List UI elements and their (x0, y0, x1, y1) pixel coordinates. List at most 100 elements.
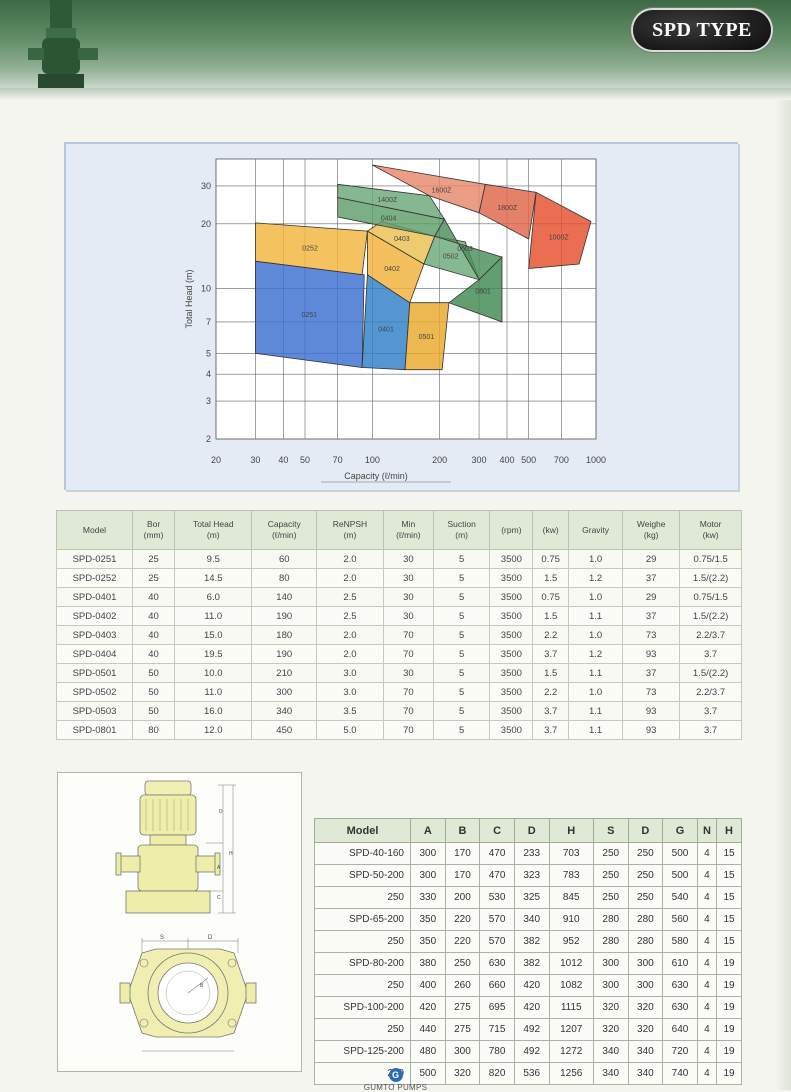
dimension-table-header-cell: B (444, 818, 481, 843)
dimension-table-cell: 952 (548, 930, 594, 953)
region-label-0402: 0402 (384, 266, 400, 273)
spec-table-cell: 37 (622, 663, 681, 683)
dimension-table-cell: 220 (444, 908, 481, 931)
spec-table-cell: 40 (132, 625, 176, 645)
x-tick-label: 30 (250, 455, 260, 465)
spec-table-cell: SPD-0252 (55, 568, 134, 588)
spec-table-cell: 2.0 (316, 625, 384, 645)
spec-table-cell: 3.7 (532, 720, 570, 740)
dimension-table-cell: 19 (716, 1018, 742, 1041)
spec-table-row: SPD-0403 40 15.0 180 2.0 70 5 3500 2.2 1.0 73 2.2/3… (55, 625, 742, 645)
drawing-label-s: S (160, 935, 164, 941)
header-banner: SPD TYPE (0, 0, 791, 90)
dimension-table-cell: 4 (696, 1018, 718, 1041)
dimension-table-cell: 4 (696, 1062, 718, 1085)
spec-table-cell: 19.5 (174, 644, 253, 664)
spec-table-cell: 5 (432, 701, 491, 721)
y-tick-label: 30 (201, 181, 211, 191)
dimension-table-cell: 820 (479, 1062, 515, 1085)
spec-table-header-cell: Weighe (kg) (622, 510, 681, 550)
spec-table-cell: 30 (382, 663, 434, 683)
dimension-table-cell: 4 (696, 952, 718, 975)
spd-type-badge: SPD TYPE (633, 10, 771, 50)
dimension-table-cell: 275 (444, 1018, 481, 1041)
dimension-table-cell: 1207 (548, 1018, 594, 1041)
x-tick-label: 200 (432, 455, 447, 465)
region-1000Z (528, 191, 592, 269)
spec-table-cell: 3500 (489, 663, 534, 683)
spec-table-cell: 1.2 (568, 568, 624, 588)
y-tick-label: 2 (206, 434, 211, 444)
spec-table-cell: 3.0 (316, 682, 384, 702)
spec-table-cell: 210 (251, 663, 317, 683)
spec-table-row: SPD-0402 40 11.0 190 2.5 30 5 3500 1.5 1.1 37 1.5/(… (55, 606, 742, 626)
dimension-table-cell: 4 (696, 974, 718, 997)
dimension-table-cell: 530 (479, 886, 515, 909)
dimension-table-cell: 4 (696, 908, 718, 931)
dimension-table-cell: 19 (716, 1040, 742, 1063)
dimension-table-row: SPD-40-160 300 170 470 233 703 250 250 500 4 15 (314, 842, 742, 865)
dimension-table-cell: 4 (696, 996, 718, 1019)
spec-table-cell: 50 (132, 701, 176, 721)
dimension-table-cell: 250 (314, 1018, 411, 1041)
spec-table-cell: 30 (382, 568, 434, 588)
dimension-table-cell: 500 (662, 842, 698, 865)
dimension-table-cell: 500 (662, 864, 698, 887)
dimension-table-cell: 780 (479, 1040, 515, 1063)
spec-table-cell: 140 (251, 587, 317, 607)
spec-table-cell: SPD-0403 (55, 625, 134, 645)
y-tick-label: 3 (206, 396, 211, 406)
spec-table-cell: 3.0 (316, 663, 384, 683)
dimension-table-body: SPD-40-160 300 170 470 233 703 250 250 500 4 15 SPD… (314, 842, 742, 1085)
spec-table-cell: 12.0 (174, 720, 253, 740)
spec-table-cell: 2.2/3.7 (679, 682, 742, 702)
dimension-table-cell: 250 (314, 886, 411, 909)
dimension-table-cell: 300 (410, 842, 446, 865)
dimension-table-header-cell: D (513, 818, 550, 843)
brand-logo-icon: G (388, 1068, 403, 1082)
spec-table-header-cell: Bor (mm) (132, 510, 176, 550)
spec-table-cell: 0.75/1.5 (679, 587, 742, 607)
spec-table-cell: 3.7 (679, 720, 742, 740)
dimension-table-row: 250 400 260 660 420 1082 300 300 630 4 19 (314, 974, 742, 997)
dimension-table-cell: 19 (716, 996, 742, 1019)
spec-table-header: Model Bor (mm) Total Head (m) Capacity (ℓ/m… (55, 510, 742, 550)
spec-table-header-cell: Capacity (ℓ/min) (251, 510, 317, 550)
spec-table-cell: 5 (432, 587, 491, 607)
x-axis-label: Capacity (ℓ/min) (344, 471, 407, 481)
x-tick-label: 70 (333, 455, 343, 465)
spec-table-row: SPD-0251 25 9.5 60 2.0 30 5 3500 0.75 1.0 29 0.75/1… (55, 549, 742, 569)
dimension-table-cell: 420 (513, 974, 550, 997)
dimension-table-cell: 300 (627, 974, 664, 997)
dimension-table-cell: 420 (410, 996, 446, 1019)
spec-table-cell: 2.2 (532, 625, 570, 645)
spec-table-cell: 30 (382, 606, 434, 626)
spec-table-header-cell: Model (55, 510, 134, 550)
dimension-table-header-cell: H (716, 818, 742, 843)
dimension-table-cell: 470 (479, 864, 515, 887)
dimension-table-cell: 300 (444, 1040, 481, 1063)
spec-table-cell: 93 (622, 701, 681, 721)
dimension-table-cell: 220 (444, 930, 481, 953)
spec-table-row: SPD-0401 40 6.0 140 2.5 30 5 3500 0.75 1.0 29 0.75/… (55, 587, 742, 607)
spec-table-cell: 15.0 (174, 625, 253, 645)
dimension-table-cell: 695 (479, 996, 515, 1019)
spec-table-cell: 1.5/(2.2) (679, 663, 742, 683)
dimension-table-header-cell: A (410, 818, 446, 843)
dimension-table-cell: 340 (592, 1040, 629, 1063)
dimension-table-cell: 320 (592, 996, 629, 1019)
dimension-table-row: SPD-125-200 480 300 780 492 1272 340 340 720 4 19 (314, 1040, 742, 1063)
spec-table-row: SPD-0501 50 10.0 210 3.0 30 5 3500 1.5 1.1 37 1.5/(… (55, 663, 742, 683)
dimension-table-cell: 845 (548, 886, 594, 909)
x-tick-label: 300 (472, 455, 487, 465)
dimension-table-cell: 703 (548, 842, 594, 865)
region-0252 (254, 222, 368, 276)
region-label-0251: 0251 (301, 312, 317, 319)
dimension-table-cell: 610 (662, 952, 698, 975)
dimension-table-cell: 15 (716, 930, 742, 953)
region-label-0801: 0801 (475, 288, 491, 295)
dimension-table-header-cell: D (627, 818, 664, 843)
dimension-table-row: 250 350 220 570 382 952 280 280 580 4 15 (314, 930, 742, 953)
dimension-table-cell: 640 (662, 1018, 698, 1041)
spec-table-row: SPD-0502 50 11.0 300 3.0 70 5 3500 2.2 1.0 73 2.2/3… (55, 682, 742, 702)
